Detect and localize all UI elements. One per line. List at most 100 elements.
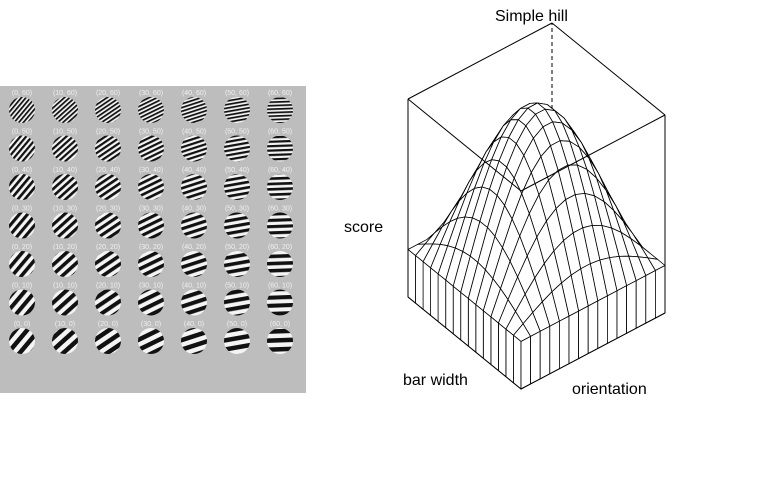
surface-title: Simple hill bbox=[495, 8, 568, 25]
stimulus-label: (20, 50) bbox=[96, 129, 120, 136]
stimulus-label: (20, 60) bbox=[96, 90, 120, 97]
surface-skirt bbox=[437, 273, 447, 329]
stimulus-label: (30, 20) bbox=[139, 244, 163, 251]
grating-stimulus bbox=[95, 97, 121, 123]
stimulus-label: (40, 10) bbox=[182, 283, 206, 290]
stimulus-grid-panel: (0, 60) (10, 60) (20, 60) (30, 60) (40, 60) (… bbox=[0, 86, 306, 393]
stimulus-label: (10, 30) bbox=[53, 206, 77, 213]
grating-stimulus bbox=[181, 289, 207, 316]
grating-stimulus bbox=[224, 97, 250, 123]
stimulus-label: (20, 30) bbox=[96, 206, 120, 213]
stimulus-label: (50, 30) bbox=[225, 206, 249, 213]
surface-skirt bbox=[520, 335, 531, 390]
grating-stimulus bbox=[9, 328, 35, 354]
grating-stimulus bbox=[9, 135, 35, 162]
stimulus-label: (10, 40) bbox=[53, 167, 77, 174]
stimulus-label: (60, 0) bbox=[270, 321, 290, 328]
stimulus-label: (60, 60) bbox=[268, 90, 292, 97]
stimulus-label: (20, 0) bbox=[98, 321, 118, 328]
stimulus-label: (40, 40) bbox=[182, 167, 206, 174]
stimulus-label: (50, 50) bbox=[225, 129, 249, 136]
surface-skirt bbox=[482, 309, 492, 366]
stimulus-label: (10, 20) bbox=[53, 244, 77, 251]
stimulus-label: (0, 20) bbox=[12, 244, 32, 251]
grating-stimulus bbox=[52, 97, 78, 123]
surface-skirt bbox=[430, 267, 439, 323]
grating-stimulus bbox=[9, 97, 35, 123]
stimulus-label: (40, 30) bbox=[182, 206, 206, 213]
stimulus-grid: (0, 60) (10, 60) (20, 60) (30, 60) (40, 60) (… bbox=[9, 90, 293, 354]
surface-skirt bbox=[460, 291, 469, 347]
stimulus-label: (40, 0) bbox=[184, 321, 204, 328]
grating-stimulus bbox=[224, 174, 250, 200]
stimulus-label: (60, 30) bbox=[268, 206, 292, 213]
stimulus-label: (40, 50) bbox=[182, 129, 206, 136]
stimulus-label: (50, 60) bbox=[225, 90, 249, 97]
box-edge bbox=[520, 312, 666, 390]
surface-skirt bbox=[597, 295, 608, 350]
surface-skirt bbox=[616, 285, 627, 339]
stimulus-label: (10, 50) bbox=[53, 129, 77, 136]
box-edge bbox=[407, 296, 522, 390]
stimulus-label: (0, 60) bbox=[12, 90, 32, 97]
grating-stimulus bbox=[9, 289, 35, 316]
grating-stimulus bbox=[181, 174, 207, 200]
surface-skirt bbox=[407, 248, 416, 304]
stimulus-label: (10, 0) bbox=[55, 321, 75, 328]
surface-skirt bbox=[549, 320, 560, 375]
grating-stimulus bbox=[95, 174, 121, 200]
grating-stimulus bbox=[138, 212, 164, 239]
stimulus-label: (30, 30) bbox=[139, 206, 163, 213]
grating-stimulus bbox=[224, 251, 250, 277]
surface-skirt bbox=[475, 303, 484, 360]
stimulus-label: (30, 60) bbox=[139, 90, 163, 97]
surface-skirt bbox=[626, 280, 637, 334]
grating-stimulus bbox=[224, 328, 250, 354]
grating-stimulus bbox=[52, 289, 78, 316]
surface-skirt bbox=[445, 279, 454, 335]
grating-stimulus bbox=[224, 135, 250, 162]
grating-stimulus bbox=[95, 212, 121, 239]
grating-stimulus bbox=[138, 174, 164, 200]
grating-stimulus bbox=[181, 328, 207, 354]
stimulus-label: (30, 10) bbox=[139, 283, 163, 290]
grating-stimulus bbox=[267, 174, 293, 200]
surface-skirt bbox=[578, 305, 589, 360]
surface-skirt bbox=[559, 315, 570, 370]
stimulus-label: (30, 0) bbox=[141, 321, 161, 328]
stimulus-label: (60, 50) bbox=[268, 129, 292, 136]
grating-stimulus bbox=[52, 328, 78, 354]
grating-stimulus bbox=[138, 135, 164, 162]
grating-stimulus bbox=[9, 174, 35, 200]
stimulus-label: (40, 20) bbox=[182, 244, 206, 251]
surface-skirt bbox=[490, 316, 499, 372]
y-axis-label: orientation bbox=[572, 381, 647, 398]
stimulus-label: (50, 20) bbox=[225, 244, 249, 251]
box-edge bbox=[520, 114, 666, 192]
grating-stimulus bbox=[224, 212, 250, 239]
grating-stimulus bbox=[9, 212, 35, 239]
grating-stimulus bbox=[9, 251, 35, 277]
surface-skirt bbox=[467, 297, 477, 354]
grating-stimulus bbox=[224, 289, 250, 316]
stimulus-label: (60, 20) bbox=[268, 244, 292, 251]
stimulus-label: (10, 60) bbox=[53, 90, 77, 97]
surface-skirt bbox=[415, 254, 424, 311]
surface-skirt bbox=[587, 300, 599, 355]
stimulus-label: (0, 50) bbox=[12, 129, 32, 136]
grating-stimulus bbox=[267, 251, 293, 277]
grating-stimulus bbox=[267, 97, 293, 123]
stimulus-label: (40, 60) bbox=[182, 90, 206, 97]
grating-stimulus bbox=[138, 97, 164, 123]
surface-skirt bbox=[645, 269, 656, 324]
grating-stimulus bbox=[267, 135, 293, 162]
stimulus-label: (50, 10) bbox=[225, 283, 249, 290]
stimulus-label: (50, 40) bbox=[225, 167, 249, 174]
stimulus-label: (10, 10) bbox=[53, 283, 77, 290]
grating-stimulus bbox=[52, 212, 78, 239]
stimulus-label: (60, 10) bbox=[268, 283, 292, 290]
grating-stimulus bbox=[138, 289, 164, 316]
stimulus-label: (0, 0) bbox=[14, 321, 30, 328]
stimulus-label: (0, 30) bbox=[12, 206, 32, 213]
